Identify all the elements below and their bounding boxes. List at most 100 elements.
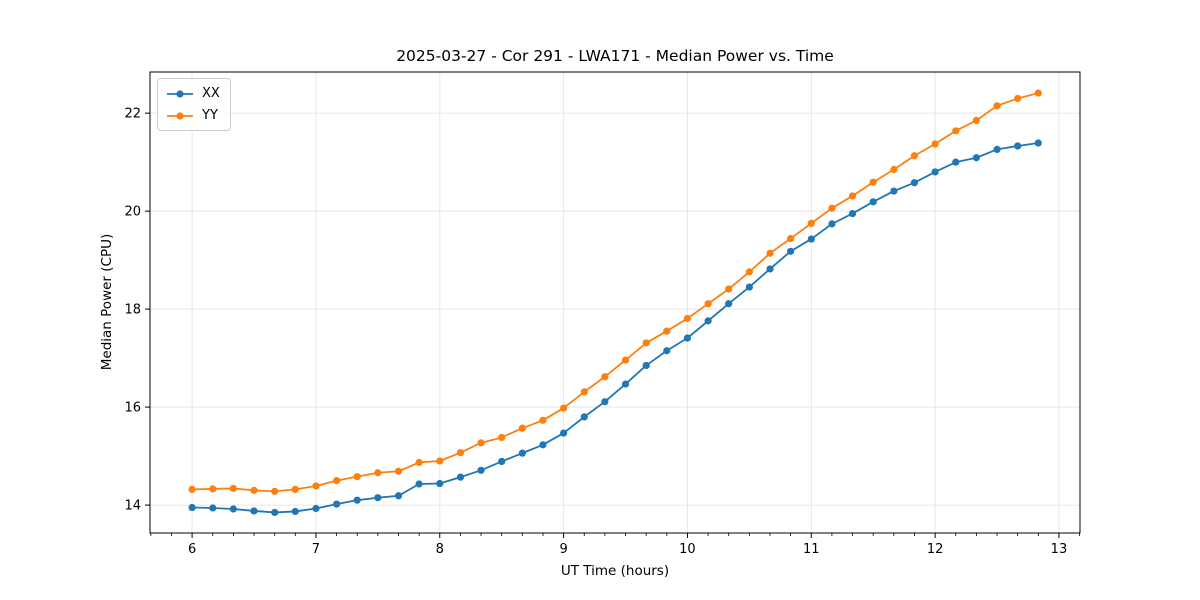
- legend-line-marker-xx-icon: [167, 89, 193, 98]
- data-point-yy: [993, 102, 1001, 110]
- y-tick-label: 16: [124, 401, 141, 416]
- data-point-yy: [580, 388, 588, 396]
- data-point-xx: [786, 247, 795, 255]
- data-point-xx: [910, 179, 919, 187]
- data-point-yy: [807, 219, 815, 227]
- x-tick-label: 8: [436, 542, 444, 557]
- data-point-xx: [209, 504, 217, 512]
- data-point-xx: [415, 480, 423, 488]
- y-tick-label: 18: [124, 303, 141, 318]
- data-point-yy: [539, 416, 547, 424]
- series-line-yy: [192, 92, 1039, 493]
- y-axis-label: Median Power (CPU): [99, 233, 115, 371]
- data-point-yy: [931, 140, 939, 148]
- data-point-xx: [890, 187, 898, 195]
- data-point-xx: [931, 168, 939, 176]
- legend-label-yy: YY: [202, 108, 218, 123]
- x-tick-label: 12: [927, 542, 944, 557]
- data-point-yy: [456, 449, 465, 457]
- data-point-yy: [394, 467, 403, 475]
- data-point-xx: [518, 449, 526, 457]
- data-point-yy: [518, 424, 526, 432]
- x-tick-label: 6: [188, 542, 196, 557]
- data-point-xx: [394, 492, 403, 500]
- data-point-yy: [498, 433, 506, 442]
- data-point-xx: [312, 504, 320, 513]
- x-axis-label: UT Time (hours): [560, 563, 670, 579]
- data-point-xx: [704, 317, 712, 325]
- data-point-yy: [952, 127, 960, 135]
- data-point-xx: [993, 145, 1001, 154]
- data-point-yy: [642, 339, 650, 347]
- data-point-xx: [188, 503, 196, 512]
- data-point-yy: [1014, 94, 1022, 103]
- data-point-xx: [374, 494, 382, 502]
- data-point-xx: [621, 380, 630, 388]
- data-point-yy: [271, 487, 279, 495]
- data-point-yy: [704, 300, 712, 308]
- data-point-yy: [291, 485, 299, 493]
- data-point-xx: [291, 507, 299, 516]
- x-tick-label: 7: [312, 542, 320, 557]
- data-point-yy: [436, 457, 444, 465]
- data-point-yy: [663, 327, 671, 335]
- y-tick-label: 20: [124, 205, 141, 220]
- data-point-xx: [560, 429, 568, 437]
- data-point-yy: [621, 356, 630, 364]
- series-line-xx: [192, 142, 1039, 514]
- legend-item-xx: XX: [166, 84, 220, 103]
- data-point-yy: [209, 485, 217, 493]
- data-point-yy: [972, 116, 980, 125]
- data-point-xx: [456, 473, 465, 481]
- data-point-xx: [745, 283, 753, 291]
- data-point-yy: [745, 268, 753, 276]
- data-point-yy: [374, 469, 382, 477]
- x-tick-label: 13: [1051, 542, 1068, 557]
- data-point-xx: [1034, 139, 1042, 147]
- data-point-yy: [910, 152, 919, 160]
- x-tick-label: 10: [679, 542, 696, 557]
- x-tick-label: 9: [559, 542, 567, 557]
- data-point-yy: [869, 178, 877, 186]
- axes-spines: [149, 71, 1081, 534]
- data-point-xx: [725, 300, 733, 308]
- data-point-xx: [952, 158, 960, 166]
- legend: XX YY: [157, 78, 231, 131]
- data-point-yy: [601, 373, 609, 381]
- data-point-xx: [972, 154, 980, 162]
- data-point-xx: [477, 466, 485, 474]
- data-point-yy: [890, 165, 898, 174]
- data-point-xx: [663, 347, 671, 355]
- data-point-yy: [250, 486, 258, 494]
- data-point-xx: [250, 507, 258, 515]
- data-point-yy: [725, 285, 733, 293]
- data-point-yy: [828, 204, 836, 212]
- data-point-xx: [828, 220, 836, 228]
- data-point-xx: [498, 457, 506, 466]
- data-point-xx: [229, 505, 237, 513]
- data-point-xx: [333, 500, 341, 508]
- legend-label-xx: XX: [202, 86, 220, 101]
- legend-line-marker-yy-icon: [167, 111, 193, 120]
- data-point-yy: [683, 314, 692, 323]
- data-point-xx: [869, 198, 877, 206]
- legend-item-yy: YY: [166, 106, 220, 125]
- data-point-yy: [229, 484, 237, 493]
- data-point-yy: [786, 234, 795, 243]
- data-point-xx: [271, 508, 279, 517]
- data-point-xx: [642, 361, 650, 370]
- data-point-yy: [477, 439, 485, 447]
- data-point-yy: [333, 476, 341, 485]
- y-tick-label: 22: [124, 107, 141, 122]
- data-point-xx: [601, 398, 609, 406]
- data-point-xx: [436, 479, 444, 488]
- data-point-yy: [848, 192, 857, 200]
- data-point-xx: [766, 265, 774, 273]
- data-point-yy: [415, 458, 423, 467]
- data-point-xx: [683, 334, 692, 342]
- chart-title: 2025-03-27 - Cor 291 - LWA171 - Median P…: [396, 47, 834, 65]
- data-point-xx: [580, 413, 588, 421]
- data-point-yy: [312, 482, 320, 490]
